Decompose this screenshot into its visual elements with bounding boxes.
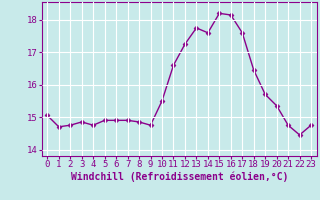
X-axis label: Windchill (Refroidissement éolien,°C): Windchill (Refroidissement éolien,°C): [70, 172, 288, 182]
